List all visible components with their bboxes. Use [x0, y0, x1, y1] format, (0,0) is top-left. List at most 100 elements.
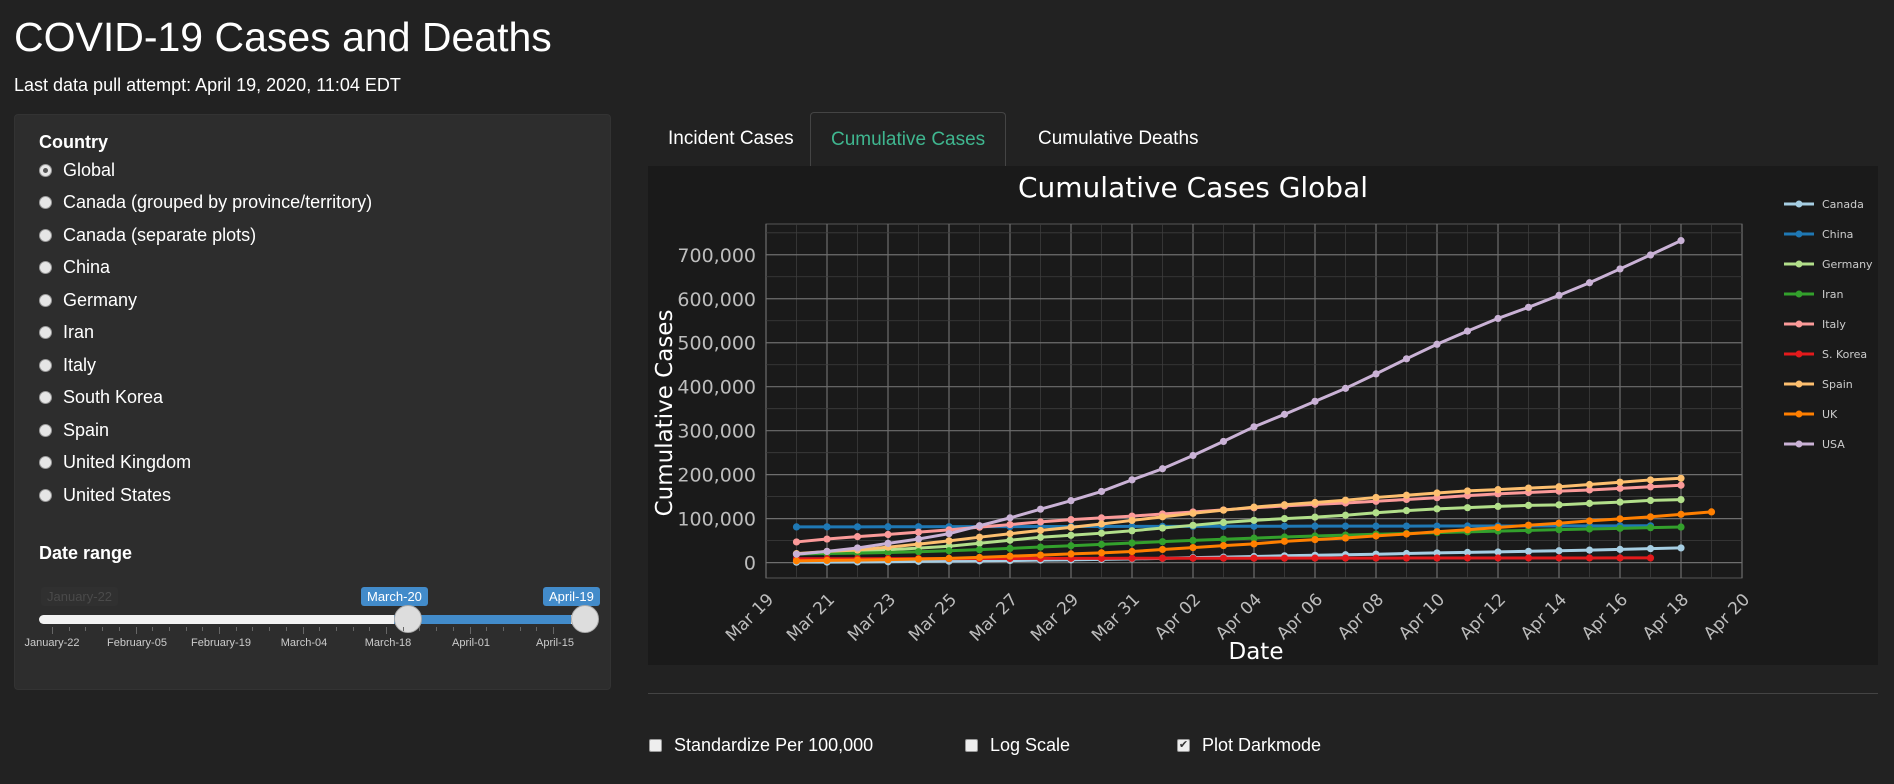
data-point[interactable]: [1555, 526, 1563, 534]
date-range-slider[interactable]: January-22 March-20 April-19 January-22 …: [24, 565, 600, 655]
legend-item[interactable]: Germany: [1784, 258, 1873, 271]
data-point[interactable]: [1555, 547, 1563, 555]
data-point[interactable]: [1250, 423, 1258, 431]
data-point[interactable]: [1036, 533, 1045, 541]
data-point[interactable]: [1707, 508, 1716, 516]
data-point[interactable]: [1189, 509, 1197, 517]
data-point[interactable]: [1067, 542, 1075, 550]
data-point[interactable]: [1280, 514, 1289, 523]
data-point[interactable]: [1097, 549, 1106, 557]
data-point[interactable]: [1250, 540, 1258, 548]
data-point[interactable]: [1494, 314, 1502, 323]
option-plot-darkmode[interactable]: ✔ Plot Darkmode: [1177, 733, 1321, 757]
data-point[interactable]: [1128, 516, 1136, 525]
data-point[interactable]: [975, 553, 984, 562]
data-point[interactable]: [1677, 481, 1685, 489]
radio-italy[interactable]: Italy: [39, 353, 96, 377]
data-point[interactable]: [823, 523, 831, 531]
tab-incident-cases[interactable]: Incident Cases: [668, 128, 794, 149]
data-point[interactable]: [1402, 554, 1411, 562]
data-point[interactable]: [1250, 534, 1258, 542]
data-point[interactable]: [823, 556, 831, 565]
radio-button[interactable]: [39, 423, 52, 437]
data-point[interactable]: [1006, 530, 1014, 538]
data-point[interactable]: [1128, 527, 1136, 535]
data-point[interactable]: [1677, 474, 1685, 482]
data-point[interactable]: [1067, 531, 1075, 539]
data-point[interactable]: [1677, 510, 1685, 518]
data-point[interactable]: [1341, 554, 1350, 562]
data-point[interactable]: [1433, 528, 1441, 536]
radio-global[interactable]: Global: [39, 158, 115, 182]
radio-button[interactable]: [39, 228, 52, 242]
data-point[interactable]: [1433, 340, 1441, 348]
data-point[interactable]: [1311, 522, 1319, 530]
data-point[interactable]: [1402, 491, 1411, 499]
data-point[interactable]: [1463, 526, 1472, 534]
data-point[interactable]: [1158, 524, 1167, 532]
data-point[interactable]: [1250, 503, 1258, 511]
data-point[interactable]: [975, 539, 984, 547]
radio-button[interactable]: [39, 488, 52, 502]
slider-to-handle[interactable]: [571, 605, 599, 633]
data-point[interactable]: [1494, 486, 1502, 494]
data-point[interactable]: [1402, 355, 1411, 363]
data-point[interactable]: [1402, 530, 1411, 538]
data-point[interactable]: [1219, 541, 1228, 550]
data-point[interactable]: [1585, 486, 1594, 494]
data-point[interactable]: [1494, 523, 1502, 532]
data-point[interactable]: [1585, 499, 1594, 507]
data-point[interactable]: [1463, 554, 1472, 562]
data-point[interactable]: [1219, 554, 1228, 562]
data-point[interactable]: [1463, 548, 1472, 556]
data-point[interactable]: [1585, 546, 1594, 554]
data-point[interactable]: [1646, 476, 1655, 484]
data-point[interactable]: [1036, 518, 1045, 526]
data-point[interactable]: [1097, 487, 1106, 496]
data-point[interactable]: [1433, 489, 1441, 497]
data-point[interactable]: [1585, 480, 1594, 489]
legend-item[interactable]: S. Korea: [1784, 348, 1867, 361]
data-point[interactable]: [1067, 550, 1075, 558]
option-log-scale[interactable]: Log Scale: [965, 733, 1070, 757]
data-point[interactable]: [1524, 547, 1533, 555]
radio-canada-grouped[interactable]: Canada (grouped by province/territory): [39, 190, 372, 214]
data-point[interactable]: [853, 556, 862, 564]
data-point[interactable]: [1280, 501, 1289, 509]
radio-button[interactable]: [39, 358, 52, 372]
data-point[interactable]: [1036, 551, 1045, 559]
data-point[interactable]: [1646, 554, 1655, 562]
data-point[interactable]: [884, 556, 892, 564]
data-point[interactable]: [945, 547, 953, 555]
data-point[interactable]: [1402, 507, 1411, 515]
radio-united-states[interactable]: United States: [39, 483, 171, 507]
data-point[interactable]: [1006, 536, 1014, 544]
radio-canada-separate[interactable]: Canada (separate plots): [39, 223, 256, 247]
data-point[interactable]: [1402, 522, 1411, 530]
data-point[interactable]: [1646, 496, 1655, 505]
data-point[interactable]: [1311, 554, 1319, 562]
data-point[interactable]: [1616, 265, 1624, 273]
legend-item[interactable]: China: [1784, 228, 1853, 241]
data-point[interactable]: [1189, 521, 1197, 529]
data-point[interactable]: [1280, 537, 1289, 545]
legend-item[interactable]: Spain: [1784, 378, 1853, 391]
data-point[interactable]: [792, 557, 801, 565]
legend-item[interactable]: UK: [1784, 408, 1838, 421]
legend-item[interactable]: Canada: [1784, 198, 1864, 211]
data-point[interactable]: [1250, 516, 1258, 524]
tab-cumulative-cases[interactable]: Cumulative Cases: [810, 112, 1007, 167]
data-point[interactable]: [853, 523, 862, 531]
data-point[interactable]: [1219, 535, 1228, 543]
data-point[interactable]: [1250, 522, 1258, 530]
data-point[interactable]: [1524, 554, 1533, 562]
slider-selected-range[interactable]: [394, 615, 571, 624]
data-point[interactable]: [792, 523, 801, 531]
data-point[interactable]: [853, 533, 862, 541]
data-point[interactable]: [1280, 410, 1289, 418]
data-point[interactable]: [1250, 554, 1258, 562]
radio-united-kingdom[interactable]: United Kingdom: [39, 450, 191, 474]
data-point[interactable]: [1006, 544, 1014, 553]
checkbox[interactable]: [965, 738, 978, 752]
data-point[interactable]: [1341, 496, 1350, 504]
